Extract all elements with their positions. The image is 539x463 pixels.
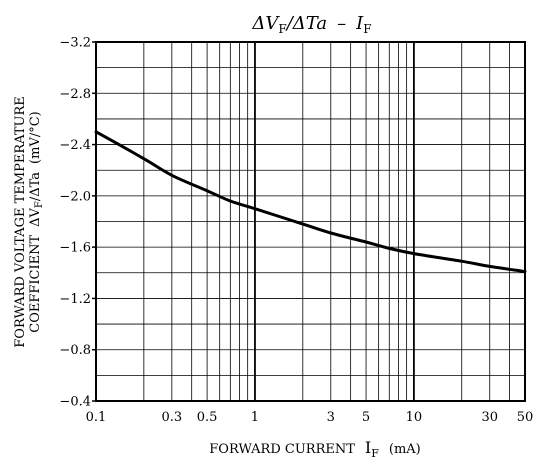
- y-tick-label: −1.6: [59, 241, 91, 256]
- y-axis-label-delta-ta: /ΔTa: [28, 172, 43, 201]
- y-axis-label: FORWARD VOLTAGE TEMPERATURE COEFFICIENT Δ…: [13, 96, 45, 347]
- x-tick-label: 50: [517, 410, 534, 425]
- x-tick-label: 3: [327, 410, 335, 425]
- y-axis-label-line2: COEFFICIENT ΔVF/ΔTa (mV/°C): [28, 111, 45, 333]
- title-delta1: Δ: [251, 13, 265, 34]
- plot-frame: [95, 41, 526, 402]
- y-tick-label: −2.0: [59, 189, 91, 204]
- y-axis-label-subscript: F: [34, 201, 45, 208]
- title-slash: /: [285, 13, 295, 34]
- y-axis-label-delta-v: ΔV: [28, 207, 43, 226]
- y-tick-label: −2.8: [59, 87, 91, 102]
- x-tick-label: 0.1: [86, 410, 107, 425]
- title-dash: –: [337, 13, 346, 34]
- y-tick-label: −0.4: [59, 395, 91, 410]
- x-tick-labels: 0.1 0.3 0.5 1 3 5 10 30 50: [86, 410, 534, 425]
- x-axis-label-symbol: I: [365, 438, 371, 457]
- y-tick-label: −1.2: [59, 292, 91, 307]
- x-axis-label-main: FORWARD CURRENT: [209, 442, 355, 457]
- x-tick-label: 0.3: [161, 410, 182, 425]
- x-tick-label: 1: [251, 410, 259, 425]
- x-axis-label-subscript: F: [371, 447, 379, 460]
- title-i: I: [355, 13, 364, 34]
- x-tick-label: 10: [406, 410, 423, 425]
- x-tick-label: 30: [481, 410, 498, 425]
- x-tick-label: 0.5: [197, 410, 218, 425]
- title-delta2: Δ: [292, 13, 306, 34]
- x-axis-label: FORWARD CURRENT IF (mA): [209, 438, 420, 460]
- x-axis-label-unit: (mA): [389, 442, 421, 457]
- title-v: V: [265, 13, 280, 34]
- y-tick-label: −0.8: [59, 343, 91, 358]
- chart-title: ΔVF/ΔTa – IF: [251, 13, 371, 36]
- y-axis-label-coefficient: COEFFICIENT: [28, 235, 43, 333]
- title-v-subscript: F: [278, 22, 286, 36]
- title-i-subscript: F: [363, 22, 371, 36]
- y-tick-label: −2.4: [59, 138, 91, 153]
- y-tick-label: −3.2: [59, 36, 91, 51]
- y-axis-label-unit: (mV/°C): [28, 111, 43, 164]
- grid: [96, 42, 525, 401]
- y-tick-labels: −3.2 −2.8 −2.4 −2.0 −1.6 −1.2 −0.8 −0.4: [59, 36, 96, 410]
- series-line: [94, 130, 527, 273]
- title-ta: Ta: [306, 13, 327, 34]
- x-tick-label: 5: [362, 410, 370, 425]
- y-axis-label-line1: FORWARD VOLTAGE TEMPERATURE: [13, 96, 28, 347]
